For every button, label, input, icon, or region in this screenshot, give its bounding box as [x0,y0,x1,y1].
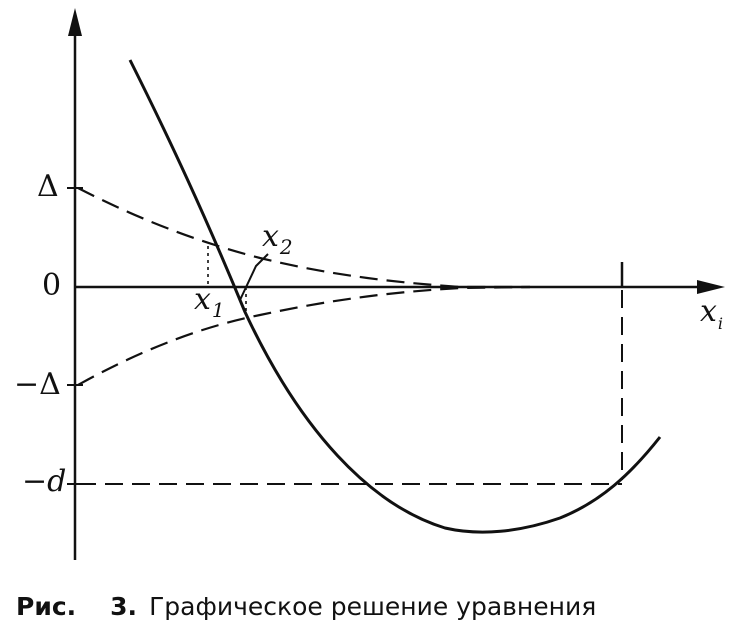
label-minus-d-text: −d [22,464,67,499]
label-delta: Δ [37,169,59,204]
main-curve [128,59,662,534]
label-minus-delta: −Δ [14,367,61,402]
label-zero: 0 [42,268,62,303]
label-xi-sub: i [717,314,724,333]
label-tick-i: I [615,255,624,277]
label-x2-sub: 2 [279,235,293,259]
label-x2: x2 [262,219,293,258]
caption-number: 3. [110,592,138,621]
label-minus-d: −d [22,467,66,497]
lower-envelope-curve [77,285,531,386]
label-xi: xi [700,294,723,332]
y-axis-arrow [68,8,82,36]
label-x2-main: x [262,219,279,254]
figure-caption: Рис. 3. Графическое решение уравнения [16,592,596,621]
label-x1-main: x [194,282,211,317]
label-x1-sub: 1 [211,298,225,322]
label-x1: x1 [194,282,225,321]
upper-envelope-curve [77,187,530,289]
x-axis-arrow [697,280,725,294]
caption-text: Графическое решение уравнения [149,592,597,621]
label-xi-main: x [700,294,717,329]
caption-ref: Рис. [16,592,77,621]
x2-pointer [239,253,269,301]
